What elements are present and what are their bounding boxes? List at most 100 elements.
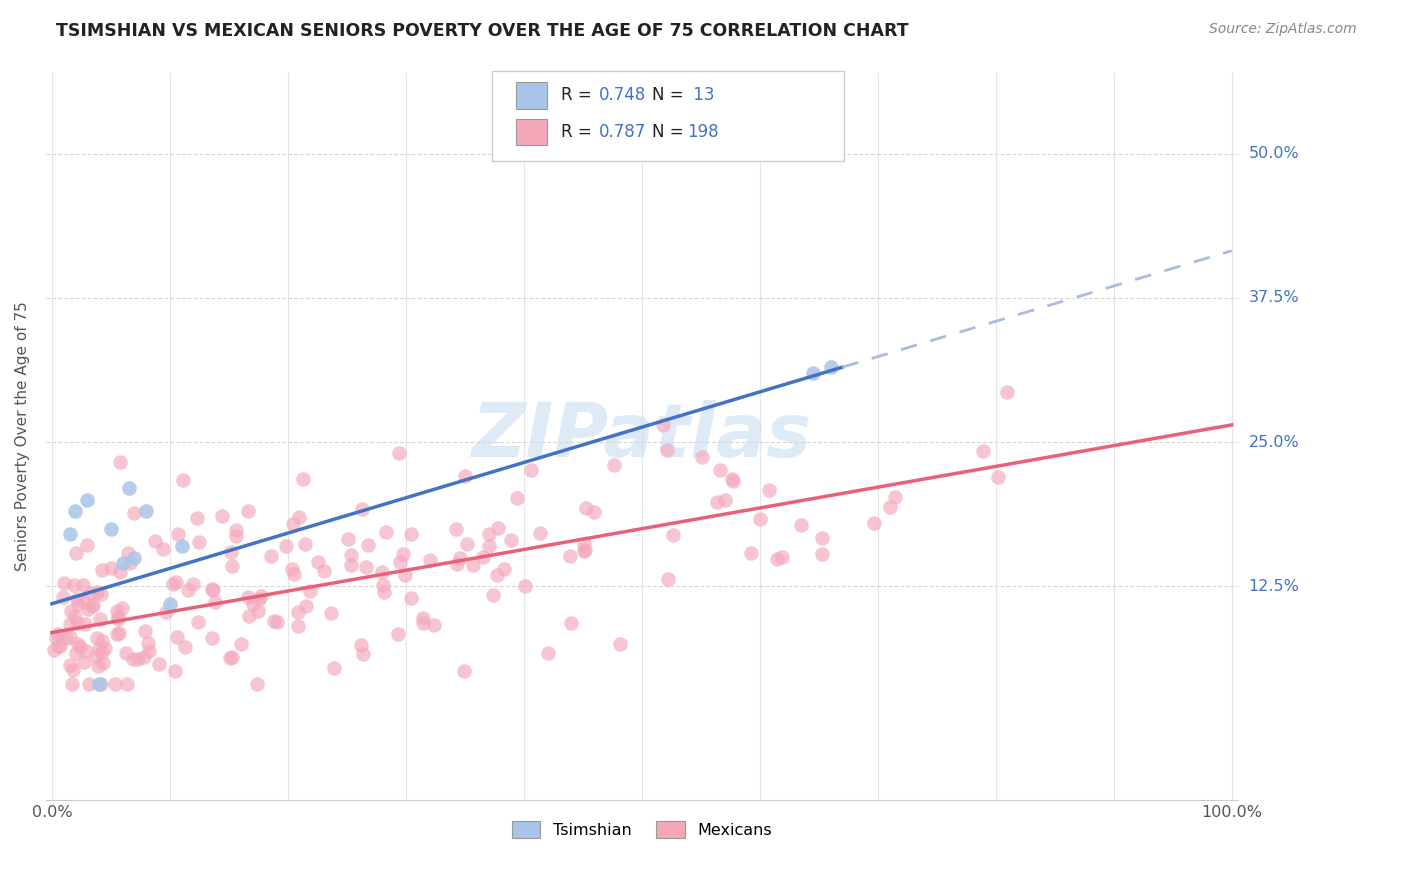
Point <box>84 649 107 664</box>
Point <box>287 510 309 524</box>
Point <box>292 472 315 486</box>
Point <box>995 385 1018 400</box>
Text: 50.0%: 50.0% <box>1249 146 1299 161</box>
Point <box>62 663 84 677</box>
Text: 12.5%: 12.5% <box>1249 579 1299 594</box>
Point <box>388 446 411 460</box>
Point <box>186 511 208 525</box>
Point <box>238 504 260 518</box>
Point <box>574 543 596 558</box>
Point <box>82 599 104 613</box>
Point <box>472 550 495 565</box>
Point <box>238 590 260 604</box>
Point <box>177 583 200 598</box>
Point <box>52 576 75 591</box>
Point <box>181 577 204 591</box>
Point <box>412 616 434 631</box>
Point <box>485 568 508 582</box>
Point <box>790 518 813 533</box>
Point <box>211 508 233 523</box>
Point <box>394 568 416 582</box>
Point <box>583 505 606 519</box>
Point <box>165 664 187 678</box>
Point <box>721 474 744 488</box>
Point <box>449 551 471 566</box>
Point <box>765 552 787 566</box>
Point <box>863 516 886 530</box>
Point <box>456 536 478 550</box>
Point <box>375 525 398 540</box>
Point <box>758 483 780 498</box>
Point <box>287 605 309 619</box>
Point <box>173 640 195 654</box>
Point <box>75 644 97 658</box>
Point <box>713 492 735 507</box>
Point <box>79 586 101 600</box>
Point <box>478 527 501 541</box>
Point <box>45 631 67 645</box>
Point <box>709 463 731 477</box>
Point <box>246 677 269 691</box>
Point <box>122 506 145 520</box>
Point <box>749 511 772 525</box>
Point <box>52 590 75 604</box>
Point <box>281 516 304 531</box>
Text: TSIMSHIAN VS MEXICAN SENIORS POVERTY OVER THE AGE OF 75 CORRELATION CHART: TSIMSHIAN VS MEXICAN SENIORS POVERTY OVE… <box>56 22 908 40</box>
Point <box>91 633 114 648</box>
Point <box>879 500 901 514</box>
Point <box>111 557 134 571</box>
Point <box>87 677 110 691</box>
Point <box>453 664 475 678</box>
Point <box>55 632 77 646</box>
Point <box>399 526 422 541</box>
Point <box>801 366 824 380</box>
Point <box>499 533 522 547</box>
Point <box>58 527 80 541</box>
Point <box>72 578 94 592</box>
Point <box>107 609 129 624</box>
Point <box>59 616 82 631</box>
Point <box>65 546 87 560</box>
Point <box>93 640 115 655</box>
Point <box>90 677 112 691</box>
Point <box>187 535 209 549</box>
Point <box>486 521 509 535</box>
Point <box>446 522 468 536</box>
Point <box>371 565 394 579</box>
Point <box>127 652 149 666</box>
Point <box>42 643 65 657</box>
Point <box>117 481 139 495</box>
Point <box>651 417 673 432</box>
Point <box>238 608 260 623</box>
Point <box>49 639 72 653</box>
Point <box>266 615 288 630</box>
Point <box>810 547 832 561</box>
Point <box>492 562 515 576</box>
Point <box>740 546 762 560</box>
Point <box>66 616 89 631</box>
Point <box>373 578 395 592</box>
Point <box>152 541 174 556</box>
Point <box>138 644 160 658</box>
Point <box>90 563 112 577</box>
Point <box>221 559 243 574</box>
Point <box>90 587 112 601</box>
Point <box>352 647 374 661</box>
Point <box>609 637 631 651</box>
Point <box>66 597 89 611</box>
Point <box>391 547 413 561</box>
Point <box>87 658 110 673</box>
Point <box>186 615 208 630</box>
Point <box>172 473 194 487</box>
Point <box>463 558 485 572</box>
Point <box>65 646 87 660</box>
Point <box>76 538 98 552</box>
Point <box>90 645 112 659</box>
Point <box>352 502 374 516</box>
Text: ZIPatlas: ZIPatlas <box>472 400 811 473</box>
Point <box>274 540 297 554</box>
Point <box>46 640 69 654</box>
Point <box>107 625 129 640</box>
Point <box>219 545 242 559</box>
Point <box>389 556 412 570</box>
